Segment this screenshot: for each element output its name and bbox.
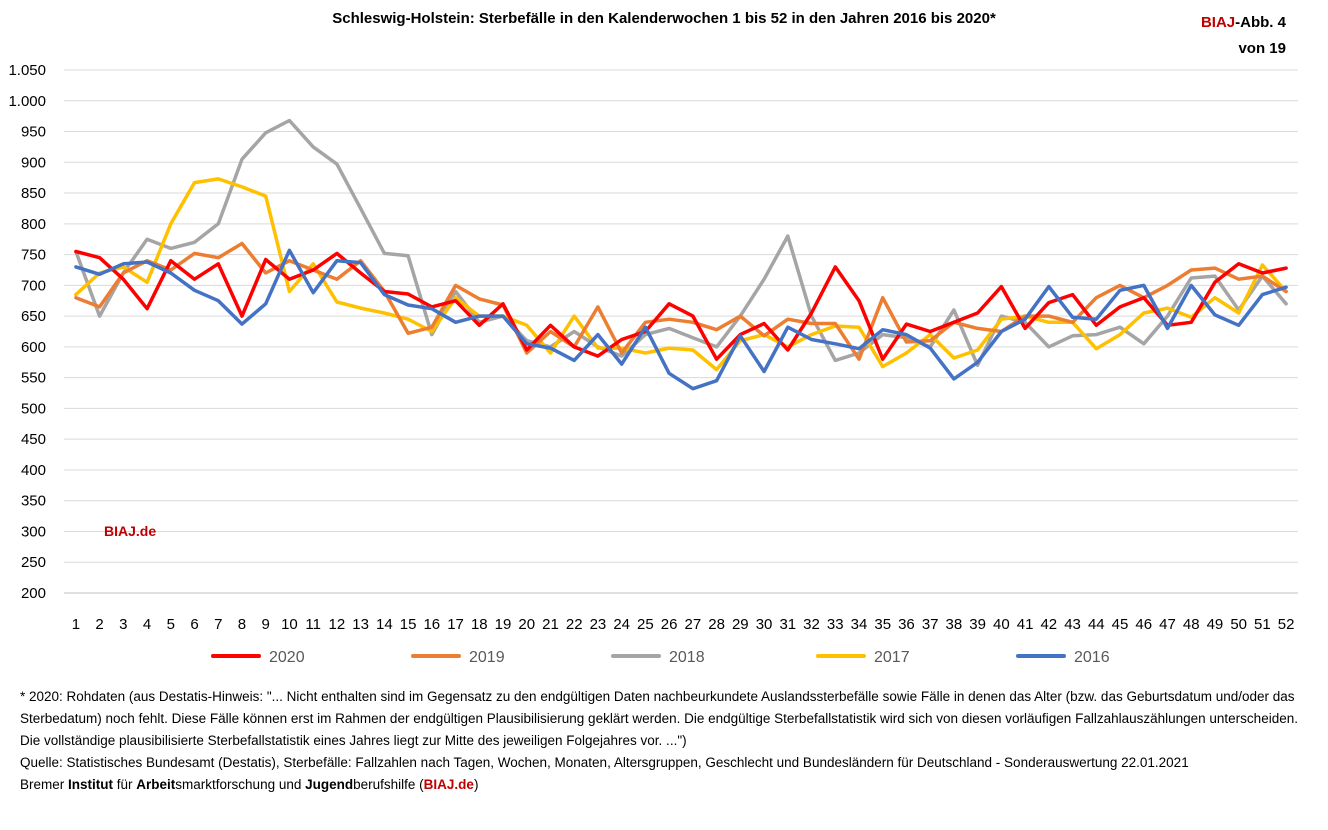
y-tick-label: 250 bbox=[21, 554, 46, 571]
x-tick-label: 20 bbox=[518, 616, 535, 633]
x-tick-label: 22 bbox=[566, 616, 583, 633]
legend-label-2017: 2017 bbox=[874, 649, 910, 666]
x-tick-label: 14 bbox=[376, 616, 393, 633]
x-tick-label: 4 bbox=[143, 616, 151, 633]
x-tick-label: 49 bbox=[1207, 616, 1224, 633]
x-tick-label: 39 bbox=[969, 616, 986, 633]
x-tick-label: 28 bbox=[708, 616, 725, 633]
x-tick-label: 17 bbox=[447, 616, 464, 633]
y-tick-label: 350 bbox=[21, 493, 46, 510]
watermark: BIAJ.de bbox=[104, 523, 156, 539]
x-tick-label: 35 bbox=[874, 616, 891, 633]
y-tick-label: 650 bbox=[21, 308, 46, 325]
x-axis-ticks: 1 2 3 4 5 6 7 8 9 10 11 12 13 14 15 16 17 18 19 20 21 22 23 24 2… bbox=[72, 616, 1295, 633]
note-publisher: Bremer Institut für Arbeitsmarktforschun… bbox=[20, 777, 479, 792]
abb-brand: BIAJ bbox=[1200, 14, 1236, 31]
x-tick-label: 44 bbox=[1088, 616, 1105, 633]
x-tick-label: 32 bbox=[803, 616, 820, 633]
y-tick-label: 550 bbox=[21, 370, 46, 387]
x-tick-label: 10 bbox=[281, 616, 298, 633]
x-tick-label: 30 bbox=[756, 616, 773, 633]
x-tick-label: 48 bbox=[1183, 616, 1200, 633]
x-tick-label: 31 bbox=[779, 616, 796, 633]
y-tick-label: 400 bbox=[21, 462, 46, 479]
x-tick-label: 11 bbox=[305, 616, 321, 633]
series-line-2017 bbox=[74, 177, 1288, 372]
legend-label-2020: 2020 bbox=[269, 649, 305, 666]
y-tick-label: 750 bbox=[21, 247, 46, 264]
y-tick-label: 1.050 bbox=[8, 62, 46, 79]
x-tick-label: 19 bbox=[495, 616, 512, 633]
series-line-2020 bbox=[74, 249, 1288, 361]
x-tick-label: 2 bbox=[95, 616, 103, 633]
x-tick-label: 41 bbox=[1017, 616, 1034, 633]
x-tick-label: 16 bbox=[423, 616, 440, 633]
line-chart: 2002503003504004505005506006507007508008… bbox=[8, 62, 1298, 666]
x-tick-label: 24 bbox=[613, 616, 630, 633]
y-tick-label: 500 bbox=[21, 400, 46, 417]
legend-label-2018: 2018 bbox=[669, 649, 705, 666]
x-tick-label: 27 bbox=[685, 616, 702, 633]
x-tick-label: 45 bbox=[1112, 616, 1129, 633]
y-tick-label: 700 bbox=[21, 277, 46, 294]
x-tick-label: 7 bbox=[214, 616, 222, 633]
x-tick-label: 52 bbox=[1278, 616, 1295, 633]
y-tick-label: 600 bbox=[21, 339, 46, 356]
x-tick-label: 23 bbox=[590, 616, 607, 633]
x-tick-label: 33 bbox=[827, 616, 844, 633]
x-tick-label: 6 bbox=[190, 616, 198, 633]
x-tick-label: 25 bbox=[637, 616, 654, 633]
series-line-2016 bbox=[74, 248, 1288, 391]
x-tick-label: 42 bbox=[1040, 616, 1057, 633]
x-tick-label: 3 bbox=[119, 616, 127, 633]
y-tick-label: 950 bbox=[21, 124, 46, 141]
x-tick-label: 40 bbox=[993, 616, 1010, 633]
x-tick-label: 34 bbox=[851, 616, 868, 633]
abb-total: von 19 bbox=[1238, 40, 1286, 57]
x-tick-label: 37 bbox=[922, 616, 939, 633]
x-tick-label: 1 bbox=[72, 616, 80, 633]
legend-label-2019: 2019 bbox=[469, 649, 505, 666]
x-tick-label: 8 bbox=[238, 616, 246, 633]
x-tick-label: 12 bbox=[329, 616, 346, 633]
y-tick-label: 800 bbox=[21, 216, 46, 233]
series-lines bbox=[74, 118, 1288, 391]
x-tick-label: 26 bbox=[661, 616, 678, 633]
legend-label-2016: 2016 bbox=[1074, 649, 1110, 666]
note-raw-data: * 2020: Rohdaten (aus Destatis-Hinweis: … bbox=[20, 689, 1298, 748]
biaj-link[interactable]: BIAJ.de bbox=[423, 777, 474, 792]
footnotes: * 2020: Rohdaten (aus Destatis-Hinweis: … bbox=[20, 686, 1310, 796]
x-tick-label: 50 bbox=[1230, 616, 1247, 633]
y-tick-label: 850 bbox=[21, 185, 46, 202]
x-tick-label: 9 bbox=[262, 616, 270, 633]
x-tick-label: 21 bbox=[542, 616, 559, 633]
x-tick-label: 46 bbox=[1135, 616, 1152, 633]
x-tick-label: 13 bbox=[352, 616, 369, 633]
y-tick-label: 900 bbox=[21, 154, 46, 171]
note-source: Quelle: Statistisches Bundesamt (Destati… bbox=[20, 755, 1189, 770]
x-tick-label: 15 bbox=[400, 616, 417, 633]
y-tick-label: 450 bbox=[21, 431, 46, 448]
y-tick-label: 200 bbox=[21, 585, 46, 602]
x-tick-label: 5 bbox=[167, 616, 175, 633]
chart-title: Schleswig-Holstein: Sterbefälle in den K… bbox=[332, 10, 996, 27]
legend: 2020 2019 2018 2017 2016 bbox=[211, 649, 1110, 666]
x-tick-label: 29 bbox=[732, 616, 749, 633]
x-tick-label: 47 bbox=[1159, 616, 1176, 633]
y-axis-ticks: 200 250 300 350 400 450 500 550 600 650 700 750 800 8… bbox=[8, 62, 46, 602]
abb-label: -Abb. 4 bbox=[1235, 14, 1286, 31]
x-tick-label: 38 bbox=[946, 616, 963, 633]
figure-number: BIAJ-Abb. 4 von 19 bbox=[1201, 10, 1286, 62]
y-tick-label: 1.000 bbox=[8, 93, 46, 110]
x-tick-label: 36 bbox=[898, 616, 915, 633]
x-tick-label: 43 bbox=[1064, 616, 1081, 633]
x-tick-label: 18 bbox=[471, 616, 488, 633]
series-line-2018 bbox=[74, 118, 1288, 368]
x-tick-label: 51 bbox=[1254, 616, 1271, 633]
y-tick-label: 300 bbox=[21, 523, 46, 540]
